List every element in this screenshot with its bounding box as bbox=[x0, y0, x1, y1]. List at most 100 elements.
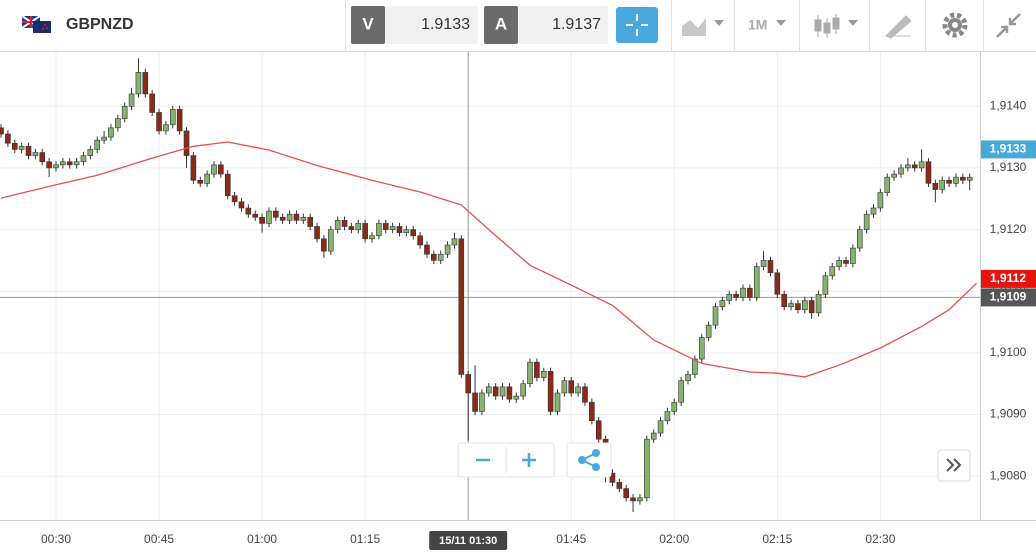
candle-body bbox=[211, 164, 217, 175]
candle-body bbox=[767, 260, 774, 274]
candle-body bbox=[733, 294, 739, 298]
candle-body bbox=[582, 386, 588, 403]
candle-body bbox=[11, 142, 18, 150]
sell-button[interactable] bbox=[351, 6, 385, 44]
sell-price: 1.9133 bbox=[421, 16, 470, 33]
share-button[interactable] bbox=[566, 442, 612, 478]
timeframe-caret[interactable] bbox=[776, 20, 786, 26]
candle-body bbox=[925, 161, 932, 184]
candle-body bbox=[850, 247, 856, 264]
candle-body bbox=[492, 386, 499, 397]
candle-body bbox=[740, 287, 746, 298]
candle-body bbox=[863, 213, 870, 230]
candle-body bbox=[465, 374, 471, 394]
candle-body bbox=[382, 223, 389, 230]
candle-body bbox=[376, 223, 382, 237]
sell-price-box[interactable] bbox=[385, 6, 478, 44]
candle-body bbox=[245, 207, 252, 215]
candle-body bbox=[25, 146, 32, 156]
x-tick-label: 00:45 bbox=[144, 532, 174, 546]
moving-average bbox=[0, 141, 978, 378]
y-tick-label: 1,9080 bbox=[990, 468, 1027, 482]
candle-body bbox=[252, 213, 259, 218]
candle-body bbox=[176, 109, 183, 132]
candle-body bbox=[905, 164, 911, 169]
candle-body bbox=[698, 337, 705, 360]
crosshair-x-label: 15/11 01:30 bbox=[439, 535, 497, 547]
candle-body bbox=[719, 300, 726, 307]
candle-body bbox=[87, 149, 94, 156]
draw-button[interactable] bbox=[885, 15, 912, 39]
candle-body bbox=[520, 383, 526, 397]
candle-body bbox=[94, 139, 101, 150]
y-tick-label: 1,9140 bbox=[990, 98, 1027, 112]
candle-body bbox=[829, 266, 836, 277]
candle-body bbox=[183, 130, 190, 156]
candle-body bbox=[53, 164, 59, 169]
candle-body bbox=[815, 294, 822, 314]
scroll-right-button[interactable] bbox=[937, 449, 971, 482]
candle-body bbox=[877, 192, 884, 209]
candle-body bbox=[101, 136, 107, 141]
crosshair-y-box bbox=[981, 288, 1036, 307]
candle-body bbox=[485, 386, 492, 394]
candle-body bbox=[204, 173, 210, 184]
candle-body bbox=[712, 306, 719, 326]
candle-body bbox=[451, 238, 458, 246]
candle-body bbox=[664, 411, 671, 422]
candle-body bbox=[554, 392, 561, 412]
candle-body bbox=[513, 395, 520, 400]
candle-body bbox=[108, 127, 114, 138]
candle-body bbox=[561, 380, 568, 394]
candle-body bbox=[547, 371, 554, 412]
buy-button[interactable] bbox=[484, 6, 518, 44]
candle-body bbox=[960, 176, 966, 181]
collapse-button[interactable] bbox=[996, 13, 1021, 38]
candle-body bbox=[568, 380, 575, 394]
candle-body bbox=[190, 155, 197, 181]
candle-body bbox=[856, 229, 863, 249]
flag bbox=[21, 15, 51, 33]
candle-body bbox=[32, 152, 39, 156]
toolbar: GBPNZD V 1.9133 A 1.9137 1M bbox=[0, 0, 1036, 52]
candle-body bbox=[437, 253, 444, 261]
buy-price-box[interactable] bbox=[518, 6, 608, 44]
candle-body bbox=[499, 386, 506, 397]
candle-type-button[interactable] bbox=[814, 14, 858, 38]
candle-body bbox=[66, 161, 73, 166]
candle-body bbox=[300, 216, 307, 221]
candle-body bbox=[259, 216, 265, 224]
candle-body bbox=[307, 216, 313, 227]
candle-body bbox=[595, 420, 602, 440]
candle-body bbox=[911, 164, 918, 169]
candle-body bbox=[939, 179, 946, 190]
candle-body bbox=[589, 401, 595, 422]
x-tick-label: 00:30 bbox=[41, 532, 71, 546]
candle-body bbox=[657, 420, 664, 434]
candle-body bbox=[115, 118, 121, 129]
candle-body bbox=[630, 497, 636, 502]
candle-body bbox=[341, 220, 348, 227]
settings-button[interactable] bbox=[942, 12, 968, 38]
candle-body bbox=[788, 303, 794, 307]
chart-type-button[interactable] bbox=[682, 18, 724, 36]
candle-body bbox=[781, 294, 788, 307]
candle-body bbox=[197, 179, 204, 184]
candle-body bbox=[685, 374, 691, 381]
timeframe[interactable]: 1M bbox=[748, 17, 767, 33]
x-tick-label: 01:15 bbox=[350, 532, 380, 546]
candle-body bbox=[609, 472, 616, 483]
candle-body bbox=[5, 133, 11, 144]
y-tick-label: 1,9100 bbox=[990, 345, 1027, 359]
zoom-in-button[interactable] bbox=[522, 453, 536, 467]
candle-body bbox=[726, 294, 733, 301]
candle-body bbox=[479, 392, 485, 412]
x-tick-label: 02:15 bbox=[762, 532, 792, 546]
overlay bbox=[457, 442, 971, 482]
candle-body bbox=[506, 386, 513, 400]
candle-body bbox=[293, 213, 300, 221]
crosshair-button[interactable] bbox=[616, 7, 658, 43]
candle-body bbox=[60, 161, 66, 166]
candle-body bbox=[575, 386, 581, 394]
